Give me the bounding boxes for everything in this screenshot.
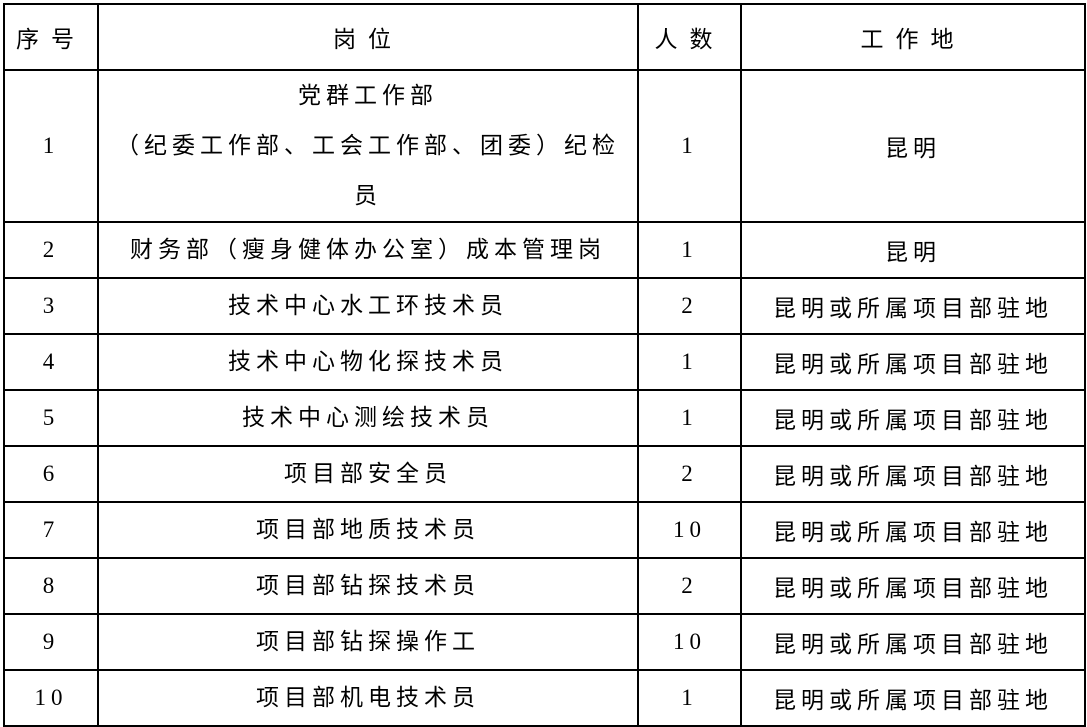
cell-position: 技术中心水工环技术员 bbox=[97, 277, 639, 335]
cell-position: 技术中心测绘技术员 bbox=[97, 389, 639, 447]
cell-work-location: 昆明或所属项目部驻地 bbox=[740, 389, 1086, 447]
header-cell-work-location: 工作地 bbox=[740, 3, 1086, 71]
header-cell-serial-no: 序号 bbox=[3, 3, 99, 71]
cell-work-location: 昆明或所属项目部驻地 bbox=[740, 501, 1086, 559]
position-line: 项目部地质技术员 bbox=[256, 517, 480, 543]
table-row: 8 项目部钻探技术员 2 昆明或所属项目部驻地 bbox=[3, 557, 1086, 615]
cell-headcount: 1 bbox=[637, 669, 742, 727]
table-row: 4 技术中心物化探技术员 1 昆明或所属项目部驻地 bbox=[3, 333, 1086, 391]
cell-work-location: 昆明或所属项目部驻地 bbox=[740, 669, 1086, 727]
table-row: 10 项目部机电技术员 1 昆明或所属项目部驻地 bbox=[3, 669, 1086, 727]
cell-position: 项目部钻探操作工 bbox=[97, 613, 639, 671]
cell-work-location: 昆明 bbox=[740, 69, 1086, 223]
cell-work-location: 昆明或所属项目部驻地 bbox=[740, 557, 1086, 615]
table-row: 5 技术中心测绘技术员 1 昆明或所属项目部驻地 bbox=[3, 389, 1086, 447]
cell-headcount: 10 bbox=[637, 501, 742, 559]
cell-work-location: 昆明或所属项目部驻地 bbox=[740, 445, 1086, 503]
position-line: 项目部钻探技术员 bbox=[256, 573, 480, 599]
cell-serial-no: 3 bbox=[3, 277, 99, 335]
table-row: 7 项目部地质技术员 10 昆明或所属项目部驻地 bbox=[3, 501, 1086, 559]
table-header-row: 序号 岗位 人数 工作地 bbox=[3, 3, 1086, 71]
header-cell-position: 岗位 bbox=[97, 3, 639, 71]
position-line: 项目部安全员 bbox=[284, 461, 452, 487]
table-row: 2 财务部（瘦身健体办公室）成本管理岗 1 昆明 bbox=[3, 221, 1086, 279]
position-line: 项目部钻探操作工 bbox=[256, 629, 480, 655]
position-line: 技术中心物化探技术员 bbox=[228, 349, 508, 375]
table-body: 1 党群工作部 （纪委工作部、工会工作部、团委）纪检员 1 昆明 2 财务部（瘦身健体办公室… bbox=[3, 69, 1086, 727]
cell-serial-no: 10 bbox=[3, 669, 99, 727]
table-row: 1 党群工作部 （纪委工作部、工会工作部、团委）纪检员 1 昆明 bbox=[3, 69, 1086, 223]
position-line: 技术中心水工环技术员 bbox=[228, 293, 508, 319]
cell-work-location: 昆明 bbox=[740, 221, 1086, 279]
cell-serial-no: 9 bbox=[3, 613, 99, 671]
cell-headcount: 1 bbox=[637, 389, 742, 447]
cell-work-location: 昆明或所属项目部驻地 bbox=[740, 277, 1086, 335]
cell-position: 项目部安全员 bbox=[97, 445, 639, 503]
cell-work-location: 昆明或所属项目部驻地 bbox=[740, 613, 1086, 671]
cell-serial-no: 8 bbox=[3, 557, 99, 615]
cell-headcount: 1 bbox=[637, 69, 742, 223]
table-row: 3 技术中心水工环技术员 2 昆明或所属项目部驻地 bbox=[3, 277, 1086, 335]
cell-headcount: 10 bbox=[637, 613, 742, 671]
header-cell-headcount: 人数 bbox=[637, 3, 742, 71]
cell-position: 技术中心物化探技术员 bbox=[97, 333, 639, 391]
cell-serial-no: 5 bbox=[3, 389, 99, 447]
cell-position: 项目部机电技术员 bbox=[97, 669, 639, 727]
cell-serial-no: 1 bbox=[3, 69, 99, 223]
cell-headcount: 1 bbox=[637, 333, 742, 391]
cell-headcount: 2 bbox=[637, 445, 742, 503]
cell-serial-no: 7 bbox=[3, 501, 99, 559]
cell-position: 项目部钻探技术员 bbox=[97, 557, 639, 615]
cell-serial-no: 4 bbox=[3, 333, 99, 391]
position-line: 党群工作部 bbox=[298, 83, 438, 108]
cell-work-location: 昆明或所属项目部驻地 bbox=[740, 333, 1086, 391]
position-line: （纪委工作部、工会工作部、团委）纪检员 bbox=[116, 133, 620, 208]
cell-serial-no: 6 bbox=[3, 445, 99, 503]
cell-position: 党群工作部 （纪委工作部、工会工作部、团委）纪检员 bbox=[97, 69, 639, 223]
cell-headcount: 1 bbox=[637, 221, 742, 279]
cell-headcount: 2 bbox=[637, 557, 742, 615]
position-line: 项目部机电技术员 bbox=[256, 685, 480, 711]
cell-serial-no: 2 bbox=[3, 221, 99, 279]
table-row: 9 项目部钻探操作工 10 昆明或所属项目部驻地 bbox=[3, 613, 1086, 671]
position-line: 财务部（瘦身健体办公室）成本管理岗 bbox=[130, 237, 606, 263]
position-line: 技术中心测绘技术员 bbox=[242, 405, 494, 431]
cell-position: 项目部地质技术员 bbox=[97, 501, 639, 559]
cell-headcount: 2 bbox=[637, 277, 742, 335]
table-row: 6 项目部安全员 2 昆明或所属项目部驻地 bbox=[3, 445, 1086, 503]
recruitment-positions-table: 序号 岗位 人数 工作地 1 党群工作部 （纪委工作部、工会工作部、团委）纪检员 1 昆… bbox=[3, 3, 1086, 727]
cell-position: 财务部（瘦身健体办公室）成本管理岗 bbox=[97, 221, 639, 279]
